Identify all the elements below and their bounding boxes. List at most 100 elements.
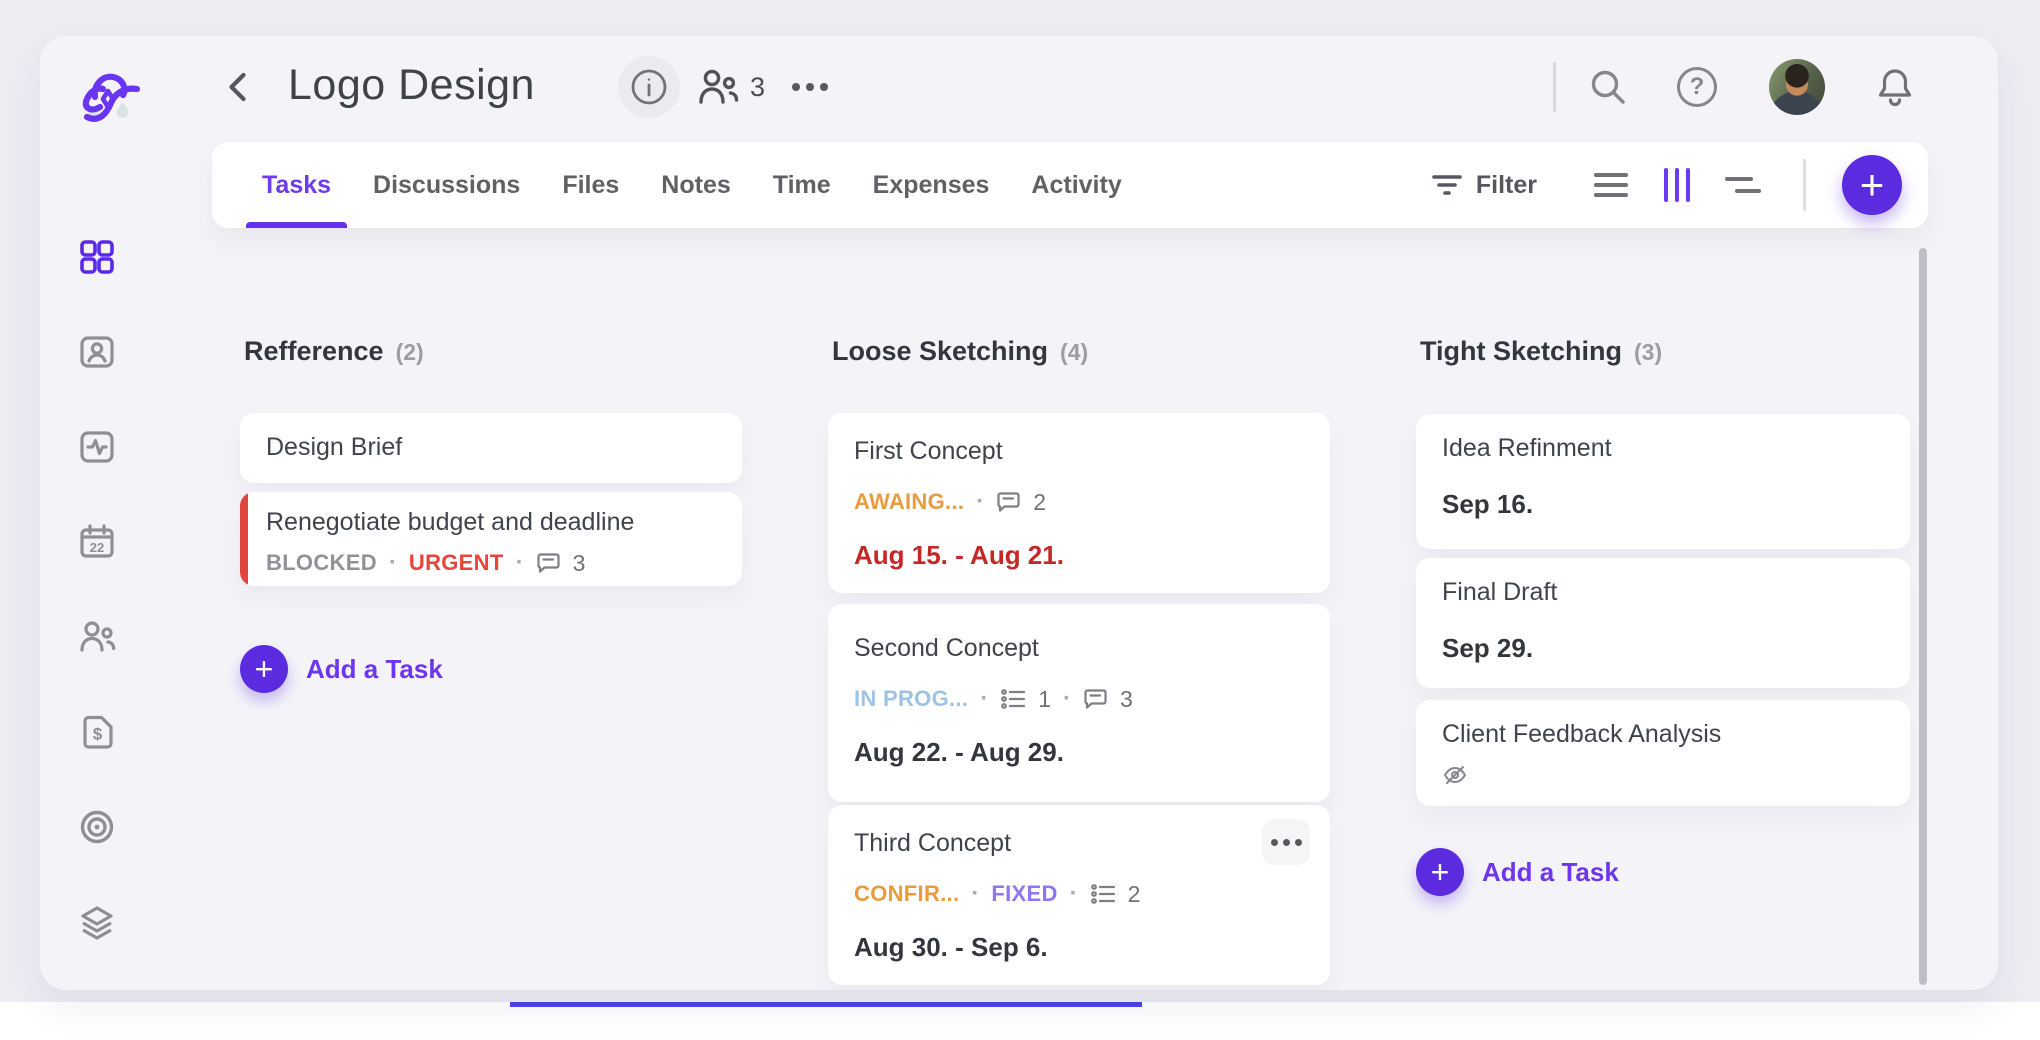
- columns-view-icon: [1664, 168, 1690, 202]
- tab-discussions[interactable]: Discussions: [373, 142, 520, 228]
- project-members-button[interactable]: 3: [696, 64, 765, 110]
- task-title: First Concept: [854, 437, 1003, 465]
- plus-icon: +: [240, 645, 288, 693]
- sidebar-item-team[interactable]: [78, 618, 116, 656]
- task-title: Second Concept: [854, 634, 1039, 662]
- header-divider: [1553, 62, 1556, 112]
- checklist-icon: [1090, 884, 1115, 904]
- checklist-count: 2: [1127, 880, 1141, 907]
- filter-button[interactable]: Filter: [1430, 170, 1537, 200]
- task-card[interactable]: First Concept AWAING... · 2 Aug 15. - Au…: [828, 413, 1330, 593]
- comments-count: 3: [1120, 685, 1133, 712]
- avatar[interactable]: [1769, 59, 1825, 115]
- task-meta: AWAING... · 2: [854, 488, 1304, 516]
- search-button[interactable]: [1585, 64, 1631, 110]
- page-title: Logo Design: [288, 61, 535, 109]
- task-card[interactable]: Design Brief: [240, 413, 742, 483]
- plus-icon: +: [1416, 848, 1464, 896]
- tab-activity[interactable]: Activity: [1031, 142, 1121, 228]
- app-logo-icon[interactable]: [76, 62, 144, 126]
- timeline-view-button[interactable]: [1723, 165, 1763, 205]
- notifications-button[interactable]: [1872, 64, 1918, 110]
- project-info-button[interactable]: [618, 56, 680, 118]
- column-count: (3): [1634, 339, 1663, 365]
- task-card[interactable]: Client Feedback Analysis: [1416, 700, 1910, 806]
- column-title: Refference: [244, 336, 384, 366]
- dot-separator: ·: [1063, 685, 1072, 712]
- tab-bar: Tasks Discussions Files Notes Time Expen…: [212, 142, 1928, 228]
- add-task-label: Add a Task: [1482, 856, 1619, 887]
- column-header: Refference (2): [240, 336, 742, 367]
- project-more-button[interactable]: [792, 76, 828, 98]
- info-icon: [631, 69, 667, 105]
- timeline-view-icon: [1725, 177, 1761, 193]
- add-button[interactable]: +: [1842, 155, 1902, 215]
- sidebar-item-stacks[interactable]: [78, 903, 116, 941]
- task-title: Final Draft: [1442, 578, 1558, 606]
- due-date: Sep 29.: [1442, 633, 1534, 663]
- task-card[interactable]: Third Concept CONFIR... · FIXED · 2 Aug …: [828, 805, 1330, 985]
- add-task-button[interactable]: + Add a Task: [240, 645, 443, 693]
- task-card[interactable]: Idea Refinment Sep 16.: [1416, 414, 1910, 549]
- column-header: Tight Sketching (3): [1416, 336, 1910, 367]
- hidden-eye-off-icon: [1443, 766, 1467, 784]
- dot: [820, 83, 828, 91]
- tab-time[interactable]: Time: [773, 142, 831, 228]
- comments-count: 2: [1033, 488, 1047, 515]
- status-badge: BLOCKED: [266, 550, 377, 575]
- back-button[interactable]: [218, 66, 260, 108]
- checklist-icon: [1001, 689, 1026, 709]
- search-icon: [1591, 70, 1625, 104]
- tag-badge: FIXED: [991, 881, 1058, 906]
- sidebar-item-goals[interactable]: [78, 808, 116, 846]
- column-title: Loose Sketching: [832, 336, 1049, 366]
- column-loose-sketching: Loose Sketching (4) First Concept AWAING…: [828, 336, 1330, 990]
- due-date: Aug 22. - Aug 29.: [854, 737, 1064, 767]
- column-tight-sketching: Tight Sketching (3) Idea Refinment Sep 1…: [1416, 336, 1910, 990]
- dot-separator: ·: [388, 549, 397, 576]
- sidebar-item-dashboard[interactable]: [78, 238, 116, 276]
- add-task-button[interactable]: + Add a Task: [1416, 848, 1619, 896]
- card-menu-button[interactable]: [1262, 819, 1310, 865]
- dot-separator: ·: [1069, 880, 1078, 907]
- task-title: Design Brief: [266, 433, 403, 461]
- top-header: Logo Design 3: [40, 54, 1998, 120]
- task-meta: BLOCKED · URGENT · 3: [266, 549, 716, 577]
- sidebar-item-activity[interactable]: [78, 428, 116, 466]
- tab-notes[interactable]: Notes: [661, 142, 730, 228]
- dot-separator: ·: [976, 488, 985, 515]
- chevron-left-icon: [229, 72, 246, 102]
- add-task-label: Add a Task: [306, 653, 443, 684]
- sidebar-item-contacts[interactable]: [78, 333, 116, 371]
- invoice-dollar-icon: $: [83, 715, 113, 749]
- app-window: 22 $: [40, 36, 1998, 990]
- task-card[interactable]: Renegotiate budget and deadline BLOCKED …: [240, 492, 742, 586]
- checklist-count: 1: [1038, 685, 1052, 712]
- due-date: Aug 30. - Sep 6.: [854, 932, 1048, 962]
- tab-tasks[interactable]: Tasks: [245, 142, 348, 228]
- due-date: Sep 16.: [1442, 489, 1534, 519]
- tab-files[interactable]: Files: [562, 142, 619, 228]
- tab-expenses[interactable]: Expenses: [873, 142, 990, 228]
- due-date: Aug 15. - Aug 21.: [854, 540, 1064, 570]
- people-icon: [80, 621, 116, 652]
- help-icon: ?: [1677, 67, 1717, 107]
- sidebar-item-calendar[interactable]: 22: [78, 523, 116, 561]
- comments-icon: [1084, 689, 1107, 709]
- sidebar-item-invoices[interactable]: $: [78, 713, 116, 751]
- task-card[interactable]: Second Concept IN PROG... · 1 ·: [828, 604, 1330, 802]
- pulse-icon: [80, 431, 114, 463]
- help-button[interactable]: ?: [1677, 64, 1723, 110]
- filter-icon: [1432, 175, 1462, 195]
- contact-card-icon: [80, 336, 114, 368]
- dot: [792, 83, 800, 91]
- tabs: Tasks Discussions Files Notes Time Expen…: [245, 142, 1122, 228]
- list-view-button[interactable]: [1591, 165, 1631, 205]
- task-card[interactable]: Final Draft Sep 29.: [1416, 558, 1910, 688]
- calendar-day-label: 22: [90, 540, 104, 555]
- dot-separator: ·: [980, 685, 989, 712]
- vertical-scrollbar[interactable]: [1919, 248, 1927, 985]
- toolbar-divider: [1803, 159, 1806, 211]
- task-title: Idea Refinment: [1442, 434, 1612, 462]
- board-view-button[interactable]: [1657, 165, 1697, 205]
